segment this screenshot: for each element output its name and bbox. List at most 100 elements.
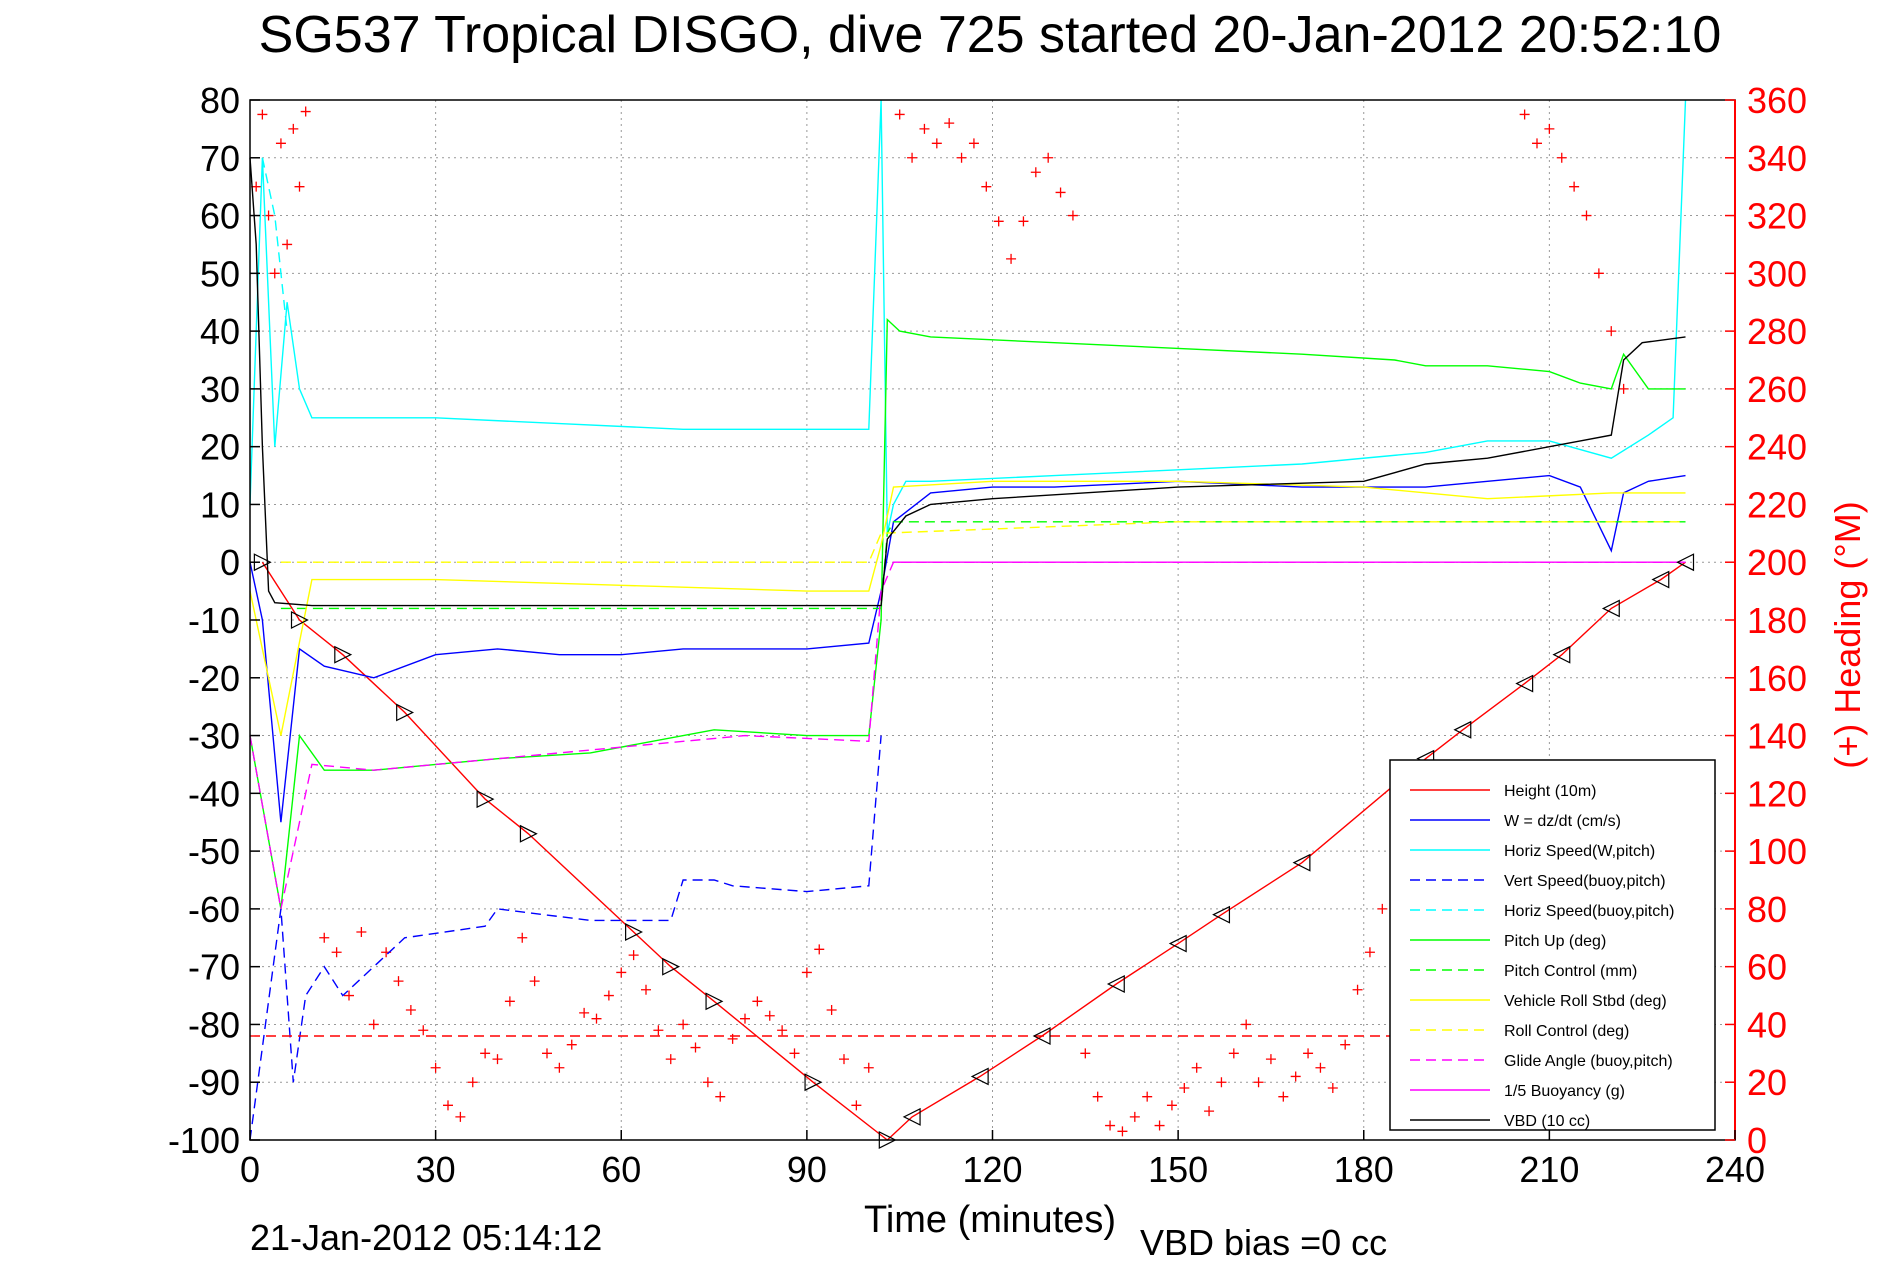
heading-marker [1006,253,1017,264]
heading-marker [1327,1083,1338,1093]
heading-marker [480,1048,491,1059]
legend-label: VBD (10 cc) [1504,1113,1590,1130]
height-marker [1292,853,1311,872]
y-tick-label: 70 [200,138,240,179]
height-marker [519,824,538,843]
heading-marker [1092,1091,1103,1102]
heading-marker [814,944,825,955]
heading-marker [919,123,930,134]
y-tick-label: 0 [220,542,240,583]
heading-marker [1191,1062,1202,1073]
x-tick-label: 180 [1334,1149,1394,1190]
heading-marker [752,996,763,1007]
y2-tick-label: 260 [1747,369,1807,410]
heading-marker [665,1054,676,1065]
height-marker [1212,905,1231,924]
heading-marker [467,1077,478,1088]
y-tick-label: -50 [188,831,240,872]
y-tick-label: -30 [188,716,240,757]
y2-tick-label: 40 [1747,1004,1787,1045]
heading-marker [702,1077,713,1088]
heading-marker [1055,187,1066,198]
heading-marker [504,996,515,1007]
y2-tick-label: 220 [1747,484,1807,525]
legend-label: Pitch Control (mm) [1504,963,1637,980]
height-marker [290,611,309,629]
series-line-11 [249,157,1686,607]
heading-marker [257,109,268,120]
heading-marker [740,1013,750,1024]
heading-marker [517,932,528,943]
heading-marker [1030,167,1041,178]
heading-marker [801,967,812,978]
legend-label: Glide Angle (buoy,pitch) [1504,1053,1673,1070]
heading-series [251,106,1629,1137]
series-line-4 [261,157,288,332]
heading-marker [1377,903,1388,914]
y2-tick-label: 340 [1747,138,1807,179]
x-tick-label: 150 [1148,1149,1208,1190]
y2-tick-label: 240 [1747,427,1807,468]
series-line-0 [261,561,1686,1141]
heading-marker [1352,984,1363,995]
heading-marker [653,1025,664,1036]
y-tick-label: -90 [188,1062,240,1103]
heading-marker [931,138,942,149]
y-tick-label: 50 [200,253,240,294]
heading-marker [863,1062,874,1073]
heading-marker [851,1100,862,1111]
heading-marker [1593,268,1604,279]
height-marker [625,923,643,941]
heading-marker [1315,1062,1326,1073]
heading-marker [1129,1111,1140,1122]
heading-marker [393,976,404,987]
heading-marker [368,1019,379,1030]
heading-marker [777,1025,788,1036]
x-tick-label: 210 [1519,1149,1579,1190]
heading-marker [356,927,367,937]
legend: Height (10m) W = dz/dt (cm/s) Horiz Speed(… [1389,759,1716,1131]
y2-tick-label: 60 [1747,947,1787,988]
heading-marker [282,239,293,250]
heading-marker [981,181,992,192]
y-tick-label: -10 [188,600,240,641]
heading-marker [1265,1054,1276,1065]
height-marker [970,1067,989,1086]
height-marker [902,1107,921,1126]
heading-marker [1154,1120,1165,1131]
heading-marker [1117,1126,1128,1137]
heading-marker [1364,947,1375,958]
y-tick-label: 10 [200,484,240,525]
legend-label: Height (10m) [1504,783,1596,800]
heading-marker [1166,1100,1177,1111]
y2-tick-label: 20 [1747,1062,1787,1103]
heading-marker [275,138,286,149]
y-tick-label: -20 [188,658,240,699]
y2-tick-label: 320 [1747,196,1807,237]
height-marker [804,1073,823,1092]
height-marker [1601,599,1620,618]
legend-label: Vehicle Roll Stbd (deg) [1504,993,1667,1010]
x-tick-label: 0 [240,1149,260,1190]
height-marker [1552,645,1571,664]
heading-marker [826,1005,837,1015]
y2-axis-label: (+) Heading (°M) [1827,501,1868,768]
y-tick-label: -70 [188,947,240,988]
y2-tick-label: 140 [1747,716,1807,757]
y-tick-label: 20 [200,427,240,468]
heading-marker [1216,1077,1227,1088]
heading-marker [956,152,967,163]
height-marker [476,790,495,809]
heading-marker [294,181,305,192]
y-tick-label: 60 [200,196,240,237]
heading-marker [678,1019,689,1030]
series-line-3 [249,735,882,1141]
legend-label: Horiz Speed(buoy,pitch) [1504,903,1674,920]
heading-marker [894,109,905,120]
height-marker [1651,570,1670,589]
heading-marker [1080,1048,1091,1059]
heading-marker [251,181,262,192]
x-tick-label: 120 [962,1149,1022,1190]
series-group [249,99,1687,1141]
heading-marker [542,1048,552,1059]
